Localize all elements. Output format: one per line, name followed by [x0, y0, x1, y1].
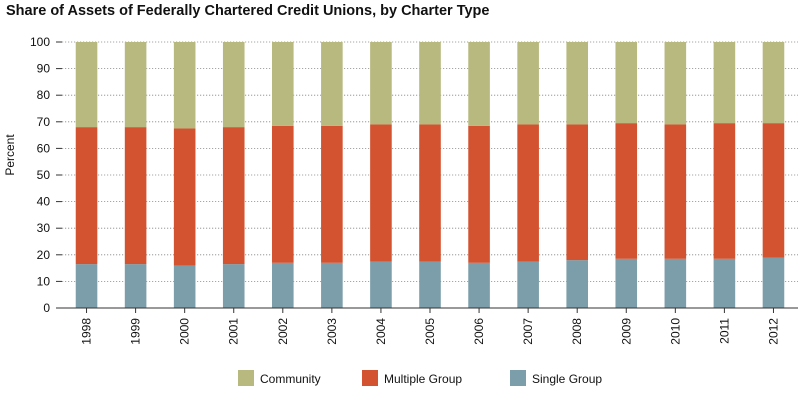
bar-single-group [370, 261, 392, 308]
bar-community [664, 42, 687, 125]
x-tick-label: 2002 [276, 318, 290, 345]
bar-multiple-group [615, 123, 638, 259]
legend-label: Multiple Group [384, 372, 462, 386]
x-tick-label: 1998 [80, 318, 94, 345]
bar-community [272, 42, 294, 126]
bar-multiple-group [664, 124, 687, 259]
x-tick-label: 2005 [423, 318, 437, 345]
y-tick-label: 40 [37, 195, 51, 209]
bar-community [124, 42, 147, 128]
bar-community [419, 42, 441, 125]
bar-multiple-group [272, 125, 294, 263]
bar-multiple-group [713, 123, 736, 259]
y-tick-label: 100 [30, 35, 50, 49]
bar-single-group [222, 264, 245, 308]
bar-single-group [517, 261, 539, 308]
x-tick-label: 2004 [374, 318, 388, 345]
bar-single-group [713, 258, 736, 308]
bar-multiple-group [762, 123, 785, 258]
bar-multiple-group [419, 124, 441, 262]
bar-single-group [566, 260, 588, 308]
bar-community [370, 42, 392, 125]
y-tick-label: 90 [37, 62, 51, 76]
x-tick-label: 2008 [570, 318, 584, 345]
bar-single-group [468, 262, 490, 308]
legend-swatch [510, 370, 526, 386]
y-tick-label: 80 [37, 88, 51, 102]
bar-single-group [124, 264, 147, 308]
bar-multiple-group [370, 124, 392, 262]
bar-multiple-group [75, 127, 98, 265]
x-tick-label: 2010 [668, 318, 682, 345]
x-tick-label: 2006 [472, 318, 486, 345]
bar-multiple-group [517, 124, 539, 262]
bar-community [468, 42, 490, 126]
bar-multiple-group [222, 127, 245, 265]
y-tick-label: 20 [37, 248, 51, 262]
bar-community [713, 42, 736, 124]
x-tick-label: 2007 [521, 318, 535, 345]
y-tick-label: 50 [37, 168, 51, 182]
bar-multiple-group [468, 125, 490, 263]
legend: Community Multiple Group Single Group [238, 370, 602, 386]
y-tick-label: 70 [37, 115, 51, 129]
bar-single-group [762, 257, 785, 308]
bar-community [566, 42, 588, 125]
bar-multiple-group [321, 125, 343, 263]
bar-community [762, 42, 785, 124]
bar-multiple-group [566, 124, 588, 261]
bar-multiple-group [124, 127, 147, 265]
y-tick-label: 60 [37, 141, 51, 155]
bars [75, 42, 785, 308]
y-tick-label: 10 [37, 274, 51, 288]
chart-title: Share of Assets of Federally Chartered C… [6, 3, 490, 19]
legend-label: Single Group [532, 372, 602, 386]
bar-community [173, 42, 196, 129]
legend-swatch [238, 370, 254, 386]
bar-single-group [272, 262, 294, 308]
bar-single-group [664, 258, 687, 308]
x-tick-label: 1999 [129, 318, 143, 345]
bar-community [75, 42, 98, 128]
bar-community [321, 42, 343, 126]
y-axis-label: Percent [3, 134, 17, 176]
bar-single-group [615, 258, 638, 308]
legend-label: Community [260, 372, 321, 386]
x-tick-label: 2011 [717, 318, 731, 344]
y-tick-label: 30 [37, 221, 51, 235]
bar-single-group [321, 262, 343, 308]
bar-single-group [173, 265, 196, 308]
bar-community [517, 42, 539, 125]
x-tick-label: 2012 [766, 318, 780, 345]
x-tick-label: 2000 [178, 318, 192, 345]
x-tick-label: 2001 [227, 318, 241, 345]
x-tick-label: 2009 [619, 318, 633, 345]
y-tick-label: 0 [43, 301, 50, 315]
bar-multiple-group [173, 128, 196, 266]
bar-community [615, 42, 638, 124]
x-tick-label: 2003 [325, 318, 339, 345]
bar-single-group [75, 264, 98, 308]
legend-swatch [362, 370, 378, 386]
bar-single-group [419, 261, 441, 308]
axes: 0 10 20 30 40 50 60 70 80 90 100 1998 1999 2000 2001 20… [30, 35, 798, 345]
bar-community [222, 42, 245, 128]
